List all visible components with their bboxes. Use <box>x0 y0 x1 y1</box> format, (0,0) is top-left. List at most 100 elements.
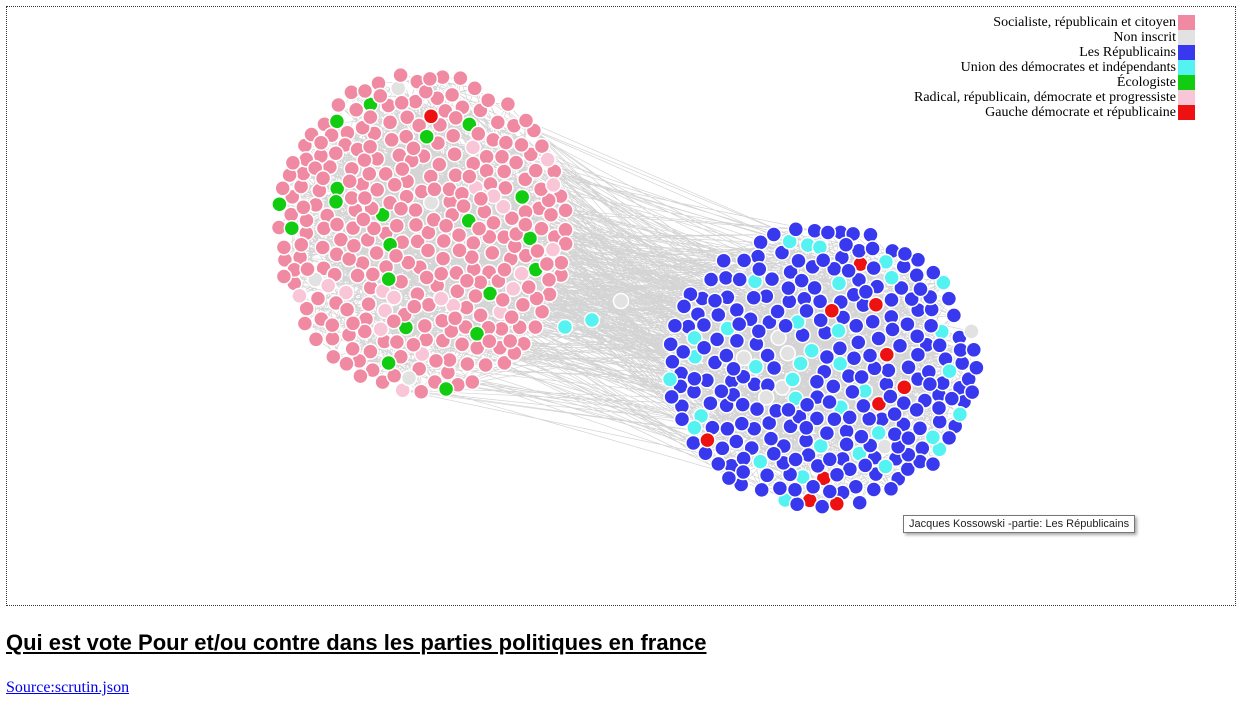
deputy-node[interactable] <box>275 239 293 256</box>
deputy-node[interactable] <box>745 289 762 306</box>
deputy-node[interactable] <box>751 260 768 278</box>
deputy-node[interactable] <box>747 358 765 376</box>
deputy-node[interactable] <box>725 360 742 378</box>
deputy-node[interactable] <box>450 226 468 244</box>
deputy-node[interactable] <box>516 171 534 188</box>
deputy-node[interactable] <box>493 148 511 166</box>
deputy-node[interactable] <box>909 346 927 363</box>
deputy-node[interactable] <box>275 268 293 285</box>
deputy-node[interactable] <box>544 241 562 258</box>
deputy-node[interactable] <box>406 298 423 315</box>
deputy-node[interactable] <box>798 419 815 437</box>
deputy-node[interactable] <box>862 226 879 244</box>
deputy-node[interactable] <box>513 136 530 154</box>
deputy-node[interactable] <box>896 379 913 396</box>
deputy-node[interactable] <box>612 292 630 310</box>
deputy-node[interactable] <box>870 424 887 442</box>
deputy-node[interactable] <box>377 165 394 183</box>
deputy-node[interactable] <box>750 323 768 340</box>
deputy-node[interactable] <box>850 334 867 351</box>
deputy-node[interactable] <box>324 330 341 347</box>
deputy-node[interactable] <box>804 478 822 496</box>
deputy-node[interactable] <box>497 179 514 197</box>
deputy-node[interactable] <box>477 356 494 374</box>
deputy-node[interactable] <box>388 217 406 234</box>
deputy-node[interactable] <box>878 346 896 363</box>
deputy-node[interactable] <box>496 261 513 278</box>
deputy-node[interactable] <box>763 270 781 288</box>
deputy-node[interactable] <box>461 168 478 185</box>
deputy-node[interactable] <box>837 236 855 253</box>
deputy-node[interactable] <box>780 401 797 419</box>
deputy-node[interactable] <box>808 410 826 427</box>
deputy-node[interactable] <box>405 140 422 157</box>
deputy-node[interactable] <box>479 91 497 109</box>
deputy-node[interactable] <box>386 176 403 194</box>
deputy-node[interactable] <box>364 266 382 283</box>
deputy-node[interactable] <box>853 368 870 386</box>
deputy-node[interactable] <box>735 252 753 269</box>
deputy-node[interactable] <box>814 251 832 269</box>
deputy-node[interactable] <box>380 270 397 288</box>
deputy-node[interactable] <box>299 260 316 278</box>
deputy-node[interactable] <box>968 359 985 376</box>
deputy-node[interactable] <box>356 189 374 207</box>
deputy-node[interactable] <box>830 322 847 340</box>
deputy-node[interactable] <box>793 272 810 289</box>
deputy-node[interactable] <box>779 345 797 362</box>
deputy-node[interactable] <box>514 296 532 314</box>
deputy-node[interactable] <box>356 323 374 340</box>
deputy-node[interactable] <box>675 298 693 315</box>
deputy-node[interactable] <box>699 431 716 449</box>
deputy-node[interactable] <box>426 181 443 198</box>
deputy-node[interactable] <box>728 332 746 350</box>
deputy-node[interactable] <box>481 332 498 350</box>
deputy-node[interactable] <box>513 188 531 206</box>
deputy-node[interactable] <box>831 340 849 357</box>
deputy-node[interactable] <box>372 320 389 338</box>
deputy-node[interactable] <box>803 342 820 359</box>
deputy-node[interactable] <box>896 245 914 263</box>
deputy-node[interactable] <box>495 163 513 180</box>
deputy-node[interactable] <box>965 341 983 359</box>
deputy-node[interactable] <box>735 349 753 367</box>
deputy-node[interactable] <box>666 317 684 334</box>
deputy-node[interactable] <box>444 127 462 144</box>
deputy-node[interactable] <box>765 359 783 377</box>
deputy-node[interactable] <box>372 87 389 105</box>
deputy-node[interactable] <box>540 271 558 289</box>
deputy-node[interactable] <box>823 302 841 319</box>
deputy-node[interactable] <box>673 410 691 428</box>
deputy-node[interactable] <box>895 394 913 412</box>
deputy-node[interactable] <box>734 396 751 413</box>
deputy-node[interactable] <box>472 307 489 324</box>
deputy-node[interactable] <box>497 134 515 151</box>
deputy-node[interactable] <box>327 144 345 162</box>
deputy-node[interactable] <box>443 86 461 104</box>
deputy-node[interactable] <box>291 287 308 305</box>
deputy-node[interactable] <box>360 295 377 313</box>
deputy-node[interactable] <box>467 287 484 305</box>
deputy-node[interactable] <box>943 390 961 407</box>
deputy-node[interactable] <box>271 195 288 213</box>
deputy-node[interactable] <box>798 302 815 320</box>
deputy-node[interactable] <box>437 217 455 234</box>
deputy-node[interactable] <box>332 231 350 248</box>
deputy-node[interactable] <box>826 410 843 428</box>
deputy-node[interactable] <box>495 198 512 215</box>
deputy-node[interactable] <box>762 430 780 447</box>
deputy-node[interactable] <box>407 201 424 219</box>
deputy-node[interactable] <box>787 451 804 468</box>
deputy-node[interactable] <box>728 301 746 319</box>
deputy-node[interactable] <box>718 347 735 364</box>
deputy-node[interactable] <box>418 269 435 286</box>
deputy-node[interactable] <box>464 373 481 391</box>
deputy-node[interactable] <box>865 481 883 498</box>
deputy-node[interactable] <box>455 197 472 215</box>
deputy-node[interactable] <box>499 95 517 113</box>
deputy-node[interactable] <box>717 269 735 287</box>
deputy-node[interactable] <box>295 199 312 216</box>
deputy-node[interactable] <box>312 134 330 151</box>
deputy-node[interactable] <box>468 325 486 343</box>
deputy-node[interactable] <box>344 340 361 358</box>
